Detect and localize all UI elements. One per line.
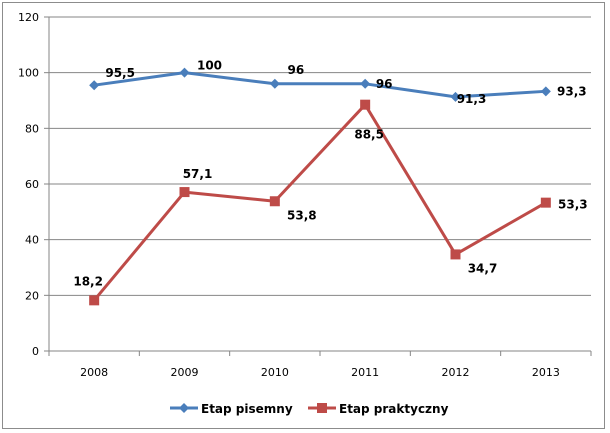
x-tick-label: 2013 <box>532 366 560 379</box>
data-label: 96 <box>376 77 393 91</box>
y-tick-label: 20 <box>25 289 39 302</box>
y-tick-label: 40 <box>25 234 39 247</box>
x-tick-label: 2010 <box>261 366 289 379</box>
legend-square-icon <box>317 403 327 413</box>
data-label: 53,8 <box>287 208 317 222</box>
y-tick-label: 0 <box>32 345 39 358</box>
data-label: 100 <box>197 59 222 73</box>
data-point-diamond <box>89 80 100 91</box>
data-label: 95,5 <box>105 66 135 80</box>
data-point-square <box>450 249 461 260</box>
data-label: 93,3 <box>557 84 587 98</box>
data-point-diamond <box>450 91 461 102</box>
y-tick-label: 80 <box>25 122 39 135</box>
data-label: 57,1 <box>183 167 213 181</box>
data-point-square <box>179 187 190 198</box>
data-point-square <box>269 196 280 207</box>
data-point-square <box>360 99 371 110</box>
data-label: 34,7 <box>468 261 498 275</box>
data-point-diamond <box>360 78 371 89</box>
x-tick-label: 2011 <box>351 366 379 379</box>
data-point-diamond <box>179 67 190 78</box>
legend-diamond-icon <box>179 403 189 413</box>
y-tick-label: 60 <box>25 178 39 191</box>
x-tick-label: 2008 <box>80 366 108 379</box>
data-point-square <box>89 295 100 306</box>
data-label: 91,3 <box>457 92 487 106</box>
series-line-pisemny <box>93 71 546 99</box>
legend-label: Etap praktyczny <box>339 402 449 416</box>
data-label: 88,5 <box>354 128 384 142</box>
data-point-square <box>540 197 551 208</box>
y-tick-label: 100 <box>18 67 39 80</box>
y-tick-label: 120 <box>18 11 39 24</box>
series-line-praktyczny <box>93 103 547 302</box>
data-label: 18,2 <box>73 274 103 288</box>
data-label: 96 <box>287 63 304 77</box>
data-point-diamond <box>540 86 551 97</box>
data-point-diamond <box>269 78 280 89</box>
legend-label: Etap pisemny <box>201 402 293 416</box>
data-label: 53,3 <box>558 198 588 212</box>
x-tick-label: 2009 <box>171 366 199 379</box>
x-tick-label: 2012 <box>442 366 470 379</box>
chart-border <box>2 2 605 429</box>
